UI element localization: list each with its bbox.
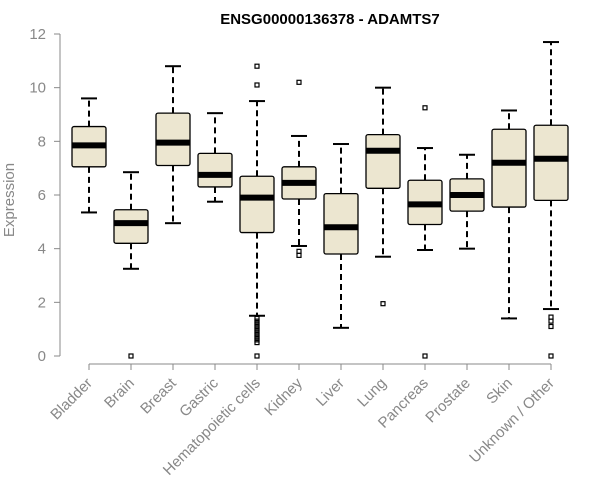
outlier-point bbox=[254, 63, 260, 69]
outlier-point bbox=[254, 323, 260, 330]
iqr-box bbox=[239, 175, 275, 234]
y-tick-label: 2 bbox=[38, 294, 46, 311]
outlier-point bbox=[254, 339, 260, 346]
y-tick-label: 8 bbox=[38, 133, 46, 150]
box-hematopoietic-cells bbox=[239, 63, 275, 359]
x-tick-label: Brain bbox=[101, 375, 138, 412]
outlier-point bbox=[128, 353, 134, 359]
x-tick-label: Prostate bbox=[422, 375, 474, 427]
outlier-point bbox=[254, 326, 260, 332]
outlier-point bbox=[422, 105, 428, 111]
x-tick-label: Kidney bbox=[261, 374, 306, 419]
y-tick-label: 4 bbox=[38, 241, 46, 258]
y-axis: 0 2 4 6 8 10 12 bbox=[29, 26, 61, 365]
box-liver bbox=[323, 143, 359, 329]
outlier-point bbox=[296, 248, 302, 254]
outlier-point bbox=[254, 353, 260, 359]
outlier-point bbox=[254, 321, 260, 327]
outlier-point bbox=[548, 314, 554, 320]
x-tick-label: Liver bbox=[313, 375, 348, 410]
box-skin bbox=[491, 109, 527, 320]
iqr-box bbox=[323, 193, 359, 255]
y-tick-label: 6 bbox=[38, 187, 46, 204]
box-breast bbox=[155, 65, 191, 225]
box-gastric bbox=[197, 112, 233, 203]
iqr-box bbox=[491, 128, 527, 208]
outlier-point bbox=[254, 329, 260, 335]
box-lung bbox=[365, 86, 401, 307]
outlier-point bbox=[380, 301, 386, 307]
outlier-point bbox=[296, 252, 302, 258]
outlier-point bbox=[548, 353, 554, 359]
box-bladder bbox=[71, 97, 107, 214]
boxes-group bbox=[71, 41, 569, 359]
box-kidney bbox=[281, 79, 317, 258]
outlier-point bbox=[548, 318, 554, 324]
outlier-point bbox=[254, 315, 260, 322]
iqr-box bbox=[155, 112, 191, 167]
outlier-point bbox=[548, 323, 554, 330]
x-tick-label: Lung bbox=[354, 375, 390, 411]
outlier-point bbox=[254, 334, 260, 340]
iqr-box bbox=[113, 209, 149, 244]
chart-title: ENSG00000136378 - ADAMTS7 bbox=[220, 11, 440, 28]
y-tick-label: 12 bbox=[29, 26, 46, 43]
x-tick-label: Skin bbox=[483, 375, 516, 408]
iqr-box bbox=[197, 152, 233, 188]
box-pancreas bbox=[407, 105, 443, 359]
outlier-point bbox=[254, 331, 260, 338]
box-brain bbox=[113, 171, 149, 359]
x-tick-label: Breast bbox=[137, 374, 180, 417]
x-tick-label: Bladder bbox=[47, 375, 96, 424]
box-unknown-other bbox=[533, 41, 569, 359]
outlier-point bbox=[296, 79, 302, 85]
iqr-box bbox=[365, 133, 401, 189]
outlier-point bbox=[422, 353, 428, 359]
outlier-point bbox=[254, 318, 260, 324]
box-prostate bbox=[449, 153, 485, 250]
y-tick-label: 10 bbox=[29, 80, 46, 97]
y-axis-label: Expression bbox=[1, 163, 18, 237]
outlier-point bbox=[254, 337, 260, 343]
iqr-box bbox=[533, 124, 569, 202]
outlier-point bbox=[254, 82, 260, 88]
y-tick-label: 0 bbox=[38, 348, 46, 365]
